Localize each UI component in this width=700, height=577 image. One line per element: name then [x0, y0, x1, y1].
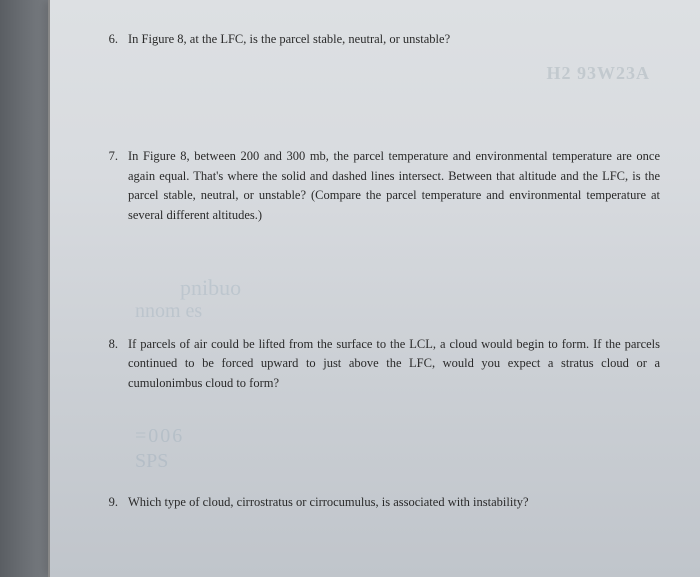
question-number: 8.: [100, 335, 128, 393]
textbook-page: H2 93W23A 6. In Figure 8, at the LFC, is…: [48, 0, 700, 577]
bleed-through-text: pnibuo: [180, 275, 241, 301]
question-number: 9.: [100, 493, 128, 512]
question-number: 7.: [100, 147, 128, 225]
bleed-through-header: H2 93W23A: [547, 63, 651, 84]
question-number: 6.: [100, 30, 128, 49]
bleed-through-text: nnom es: [135, 300, 202, 323]
question-6: 6. In Figure 8, at the LFC, is the parce…: [100, 30, 660, 49]
question-text: Which type of cloud, cirrostratus or cir…: [128, 493, 660, 512]
bleed-through-text: SPS: [135, 450, 168, 473]
question-8: 8. If parcels of air could be lifted fro…: [100, 335, 660, 393]
bleed-through-text: =006: [135, 425, 184, 448]
question-text: In Figure 8, at the LFC, is the parcel s…: [128, 30, 660, 49]
question-text: If parcels of air could be lifted from t…: [128, 335, 660, 393]
question-7: 7. In Figure 8, between 200 and 300 mb, …: [100, 147, 660, 225]
question-text: In Figure 8, between 200 and 300 mb, the…: [128, 147, 660, 225]
question-9: 9. Which type of cloud, cirrostratus or …: [100, 493, 660, 512]
book-spine: [0, 0, 48, 577]
